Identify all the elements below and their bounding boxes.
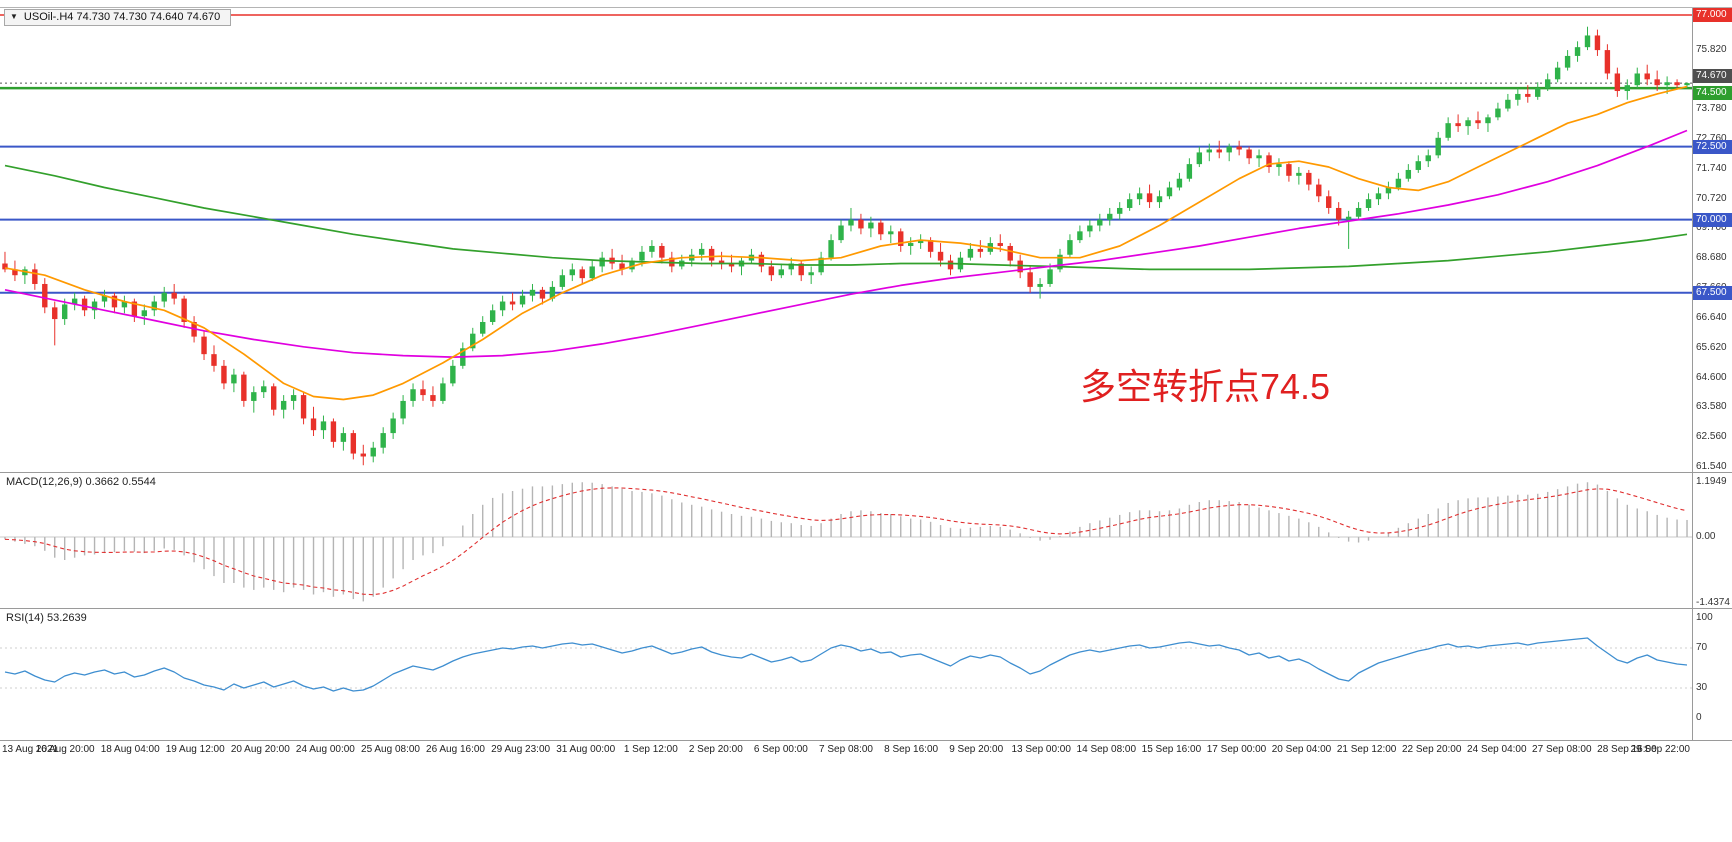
time-axis-label: 8 Sep 16:00	[884, 744, 939, 755]
price-axis-tick: 71.740	[1696, 162, 1727, 174]
price-axis-tick: 70.720	[1696, 192, 1727, 204]
time-axis-label: 27 Sep 08:00	[1532, 744, 1592, 755]
rsi-axis-tick: 100	[1696, 612, 1713, 623]
time-axis-label: 1 Sep 12:00	[623, 744, 678, 755]
macd-indicator-label: MACD(12,26,9) 0.3662 0.5544	[6, 476, 156, 488]
time-axis-label: 24 Sep 04:00	[1467, 744, 1527, 755]
time-axis-label: 26 Aug 16:00	[426, 744, 485, 755]
macd-axis-tick: 0.00	[1696, 531, 1716, 542]
price-axis-tick: 63.580	[1696, 401, 1727, 413]
time-axis-label: 16 Aug 20:00	[35, 744, 95, 755]
price-axis-tick: 65.620	[1696, 341, 1727, 353]
rsi-indicator-label: RSI(14) 53.2639	[6, 612, 87, 624]
time-axis-label: 28 Sep 16:00	[1597, 744, 1657, 755]
macd-axis-tick: 1.1949	[1696, 476, 1727, 487]
time-axis-label: 14 Sep 08:00	[1076, 744, 1137, 755]
level-badge-70.000: 70.000	[1693, 212, 1732, 227]
time-axis-label: 20 Aug 20:00	[230, 744, 290, 755]
rsi-axis-tick: 30	[1696, 682, 1708, 693]
time-axis-label: 15 Sep 16:00	[1141, 744, 1202, 755]
price-axis-tick: 68.680	[1696, 252, 1727, 264]
price-axis-tick: 73.780	[1696, 103, 1727, 115]
time-axis-label: 6 Sep 00:00	[753, 744, 808, 755]
level-badge-67.500: 67.500	[1693, 285, 1732, 300]
time-axis-label: 19 Aug 12:00	[165, 744, 225, 755]
price-axis-tick: 64.600	[1696, 371, 1727, 383]
time-axis-label: 29 Aug 23:00	[491, 744, 551, 755]
time-axis-label: 17 Sep 00:00	[1206, 744, 1267, 755]
time-axis-label: 9 Sep 20:00	[949, 744, 1004, 755]
macd-axis-tick: -1.4374	[1696, 597, 1730, 609]
current-price-badge: 74.670	[1693, 69, 1732, 84]
symbol-ohlc-text: USOil-.H4 74.730 74.730 74.640 74.670	[23, 11, 221, 23]
time-axis-label: 25 Aug 08:00	[361, 744, 420, 755]
price-axis-tick: 61.540	[1696, 461, 1727, 472]
collapse-triangle-icon[interactable]: ▼	[10, 12, 18, 21]
rsi-axis-tick: 0	[1696, 712, 1702, 723]
time-axis-label: 13 Aug 2021	[2, 744, 59, 755]
time-axis-label: 20 Sep 04:00	[1271, 744, 1332, 755]
price-axis-tick: 69.700	[1696, 222, 1727, 234]
level-badge-74.500: 74.500	[1693, 86, 1732, 101]
time-axis-label: 18 Aug 04:00	[100, 744, 160, 755]
annotation-text: 多空转折点74.5	[1080, 366, 1331, 407]
time-axis-label: 29 Sep 22:00	[1630, 744, 1691, 755]
price-axis-tick: 66.640	[1696, 311, 1727, 323]
price-axis-tick: 72.760	[1696, 133, 1727, 144]
time-axis-label: 13 Sep 00:00	[1011, 744, 1071, 755]
level-badge-77.000: 77.000	[1693, 8, 1732, 22]
time-axis-label: 7 Sep 08:00	[819, 744, 873, 755]
time-axis-label: 24 Aug 00:00	[295, 744, 355, 755]
chart-title-bar: ▼ USOil-.H4 74.730 74.730 74.640 74.670	[4, 9, 232, 26]
price-axis-tick: 75.820	[1696, 43, 1727, 55]
level-badge-72.500: 72.500	[1693, 139, 1732, 154]
time-axis-label: 22 Sep 20:00	[1401, 744, 1462, 755]
time-axis-label: 2 Sep 20:00	[688, 744, 743, 755]
rsi-axis-tick: 70	[1696, 642, 1708, 653]
time-axis-label: 31 Aug 00:00	[556, 744, 616, 755]
time-axis-label: 21 Sep 12:00	[1336, 744, 1397, 755]
price-axis-tick: 62.560	[1696, 431, 1727, 443]
